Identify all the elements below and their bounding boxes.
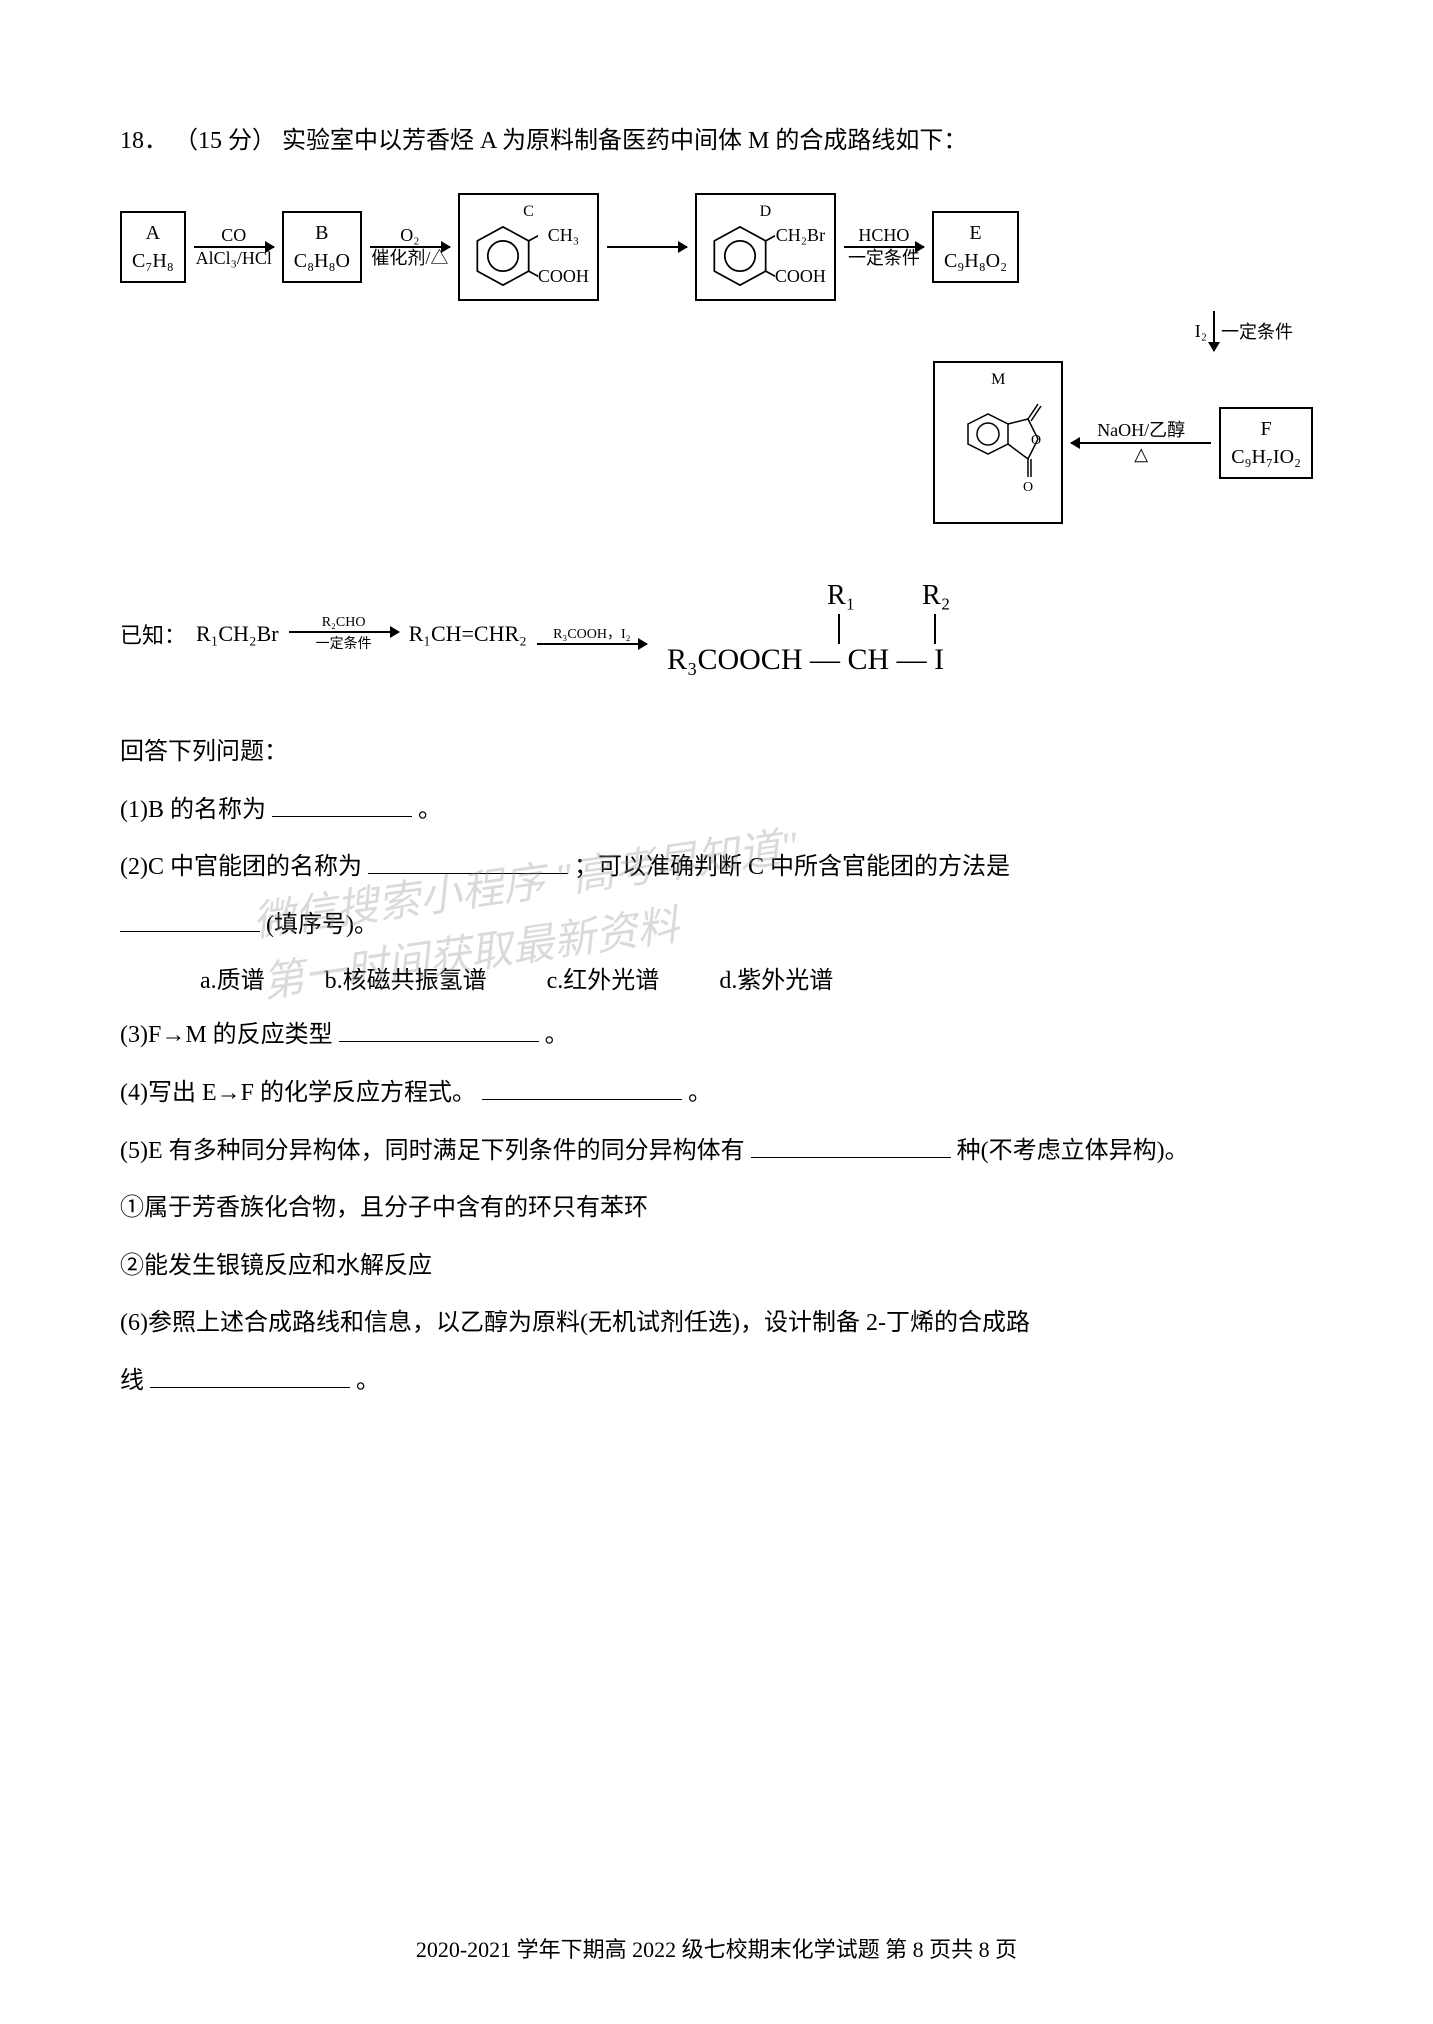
- question-5-cond1: ①属于芳香族化合物，且分子中含有的环只有苯环: [120, 1180, 1313, 1238]
- compound-c: C CH₃ COOH: [458, 193, 599, 301]
- down-arrow-icon: [1213, 311, 1215, 351]
- option-d: d.紫外光谱: [719, 955, 833, 1008]
- options-row: a.质谱 b.核磁共振氢谱 c.红外光谱 d.紫外光谱: [120, 955, 1313, 1008]
- known-info: 已知： R₁CH₂Br R₂CHO 一定条件 R₁CH=CHR₂ R₃COOH，…: [120, 574, 1313, 694]
- compound-d: D CH₂Br COOH: [695, 193, 836, 301]
- option-b: b.核磁共振氢谱: [325, 955, 487, 1008]
- compound-e: E C₉H₈O₂: [932, 211, 1019, 283]
- question-intro: 18． （15 分） 实验室中以芳香烃 A 为原料制备医药中间体 M 的合成路线…: [120, 120, 1313, 163]
- reaction-row-1: A C₇H₈ CO AlCl₃/HCl B C₈H₈O O₂ 催化剂/△ C: [120, 193, 1313, 301]
- product-formula: R₁ R₂ R₃COOCH — CH — I: [657, 574, 1077, 694]
- synthesis-diagram: A C₇H₈ CO AlCl₃/HCl B C₈H₈O O₂ 催化剂/△ C: [120, 193, 1313, 524]
- blank-q6: [150, 1364, 350, 1388]
- question-5-cond2: ②能发生银镜反应和水解反应: [120, 1238, 1313, 1296]
- questions-heading: 回答下列问题：: [120, 724, 1313, 782]
- svg-text:O: O: [1031, 433, 1041, 448]
- blank-q4: [482, 1076, 682, 1100]
- blank-q2b: [120, 908, 260, 932]
- question-number: 18．: [120, 128, 168, 154]
- option-c: c.红外光谱: [547, 955, 660, 1008]
- page-footer: 2020-2021 学年下期高 2022 级七校期末化学试题 第 8 页共 8 …: [0, 1932, 1433, 1964]
- svg-text:R₁: R₁: [827, 580, 855, 611]
- arrow-a-b: CO AlCl₃/HCl: [194, 222, 274, 272]
- known-arrow-2: R₃COOH，I₂: [537, 609, 647, 659]
- questions-section: 回答下列问题： (1)B 的名称为 。 (2)C 中官能团的名称为 ；可以准确判…: [120, 724, 1313, 1410]
- compound-m: M O O: [933, 361, 1063, 524]
- question-6b: 线 。: [120, 1353, 1313, 1411]
- arrow-d-e: HCHO 一定条件: [844, 222, 924, 272]
- question-3: (3)F→M 的反应类型 。: [120, 1007, 1313, 1065]
- svg-text:R₂: R₂: [922, 580, 950, 611]
- blank-q2a: [368, 850, 568, 874]
- svg-text:R₃COOCH — CH — I: R₃COOCH — CH — I: [667, 643, 944, 676]
- option-a: a.质谱: [200, 955, 265, 1008]
- reaction-row-2: M O O NaOH/乙醇 △ F C₉H₇IO₂: [120, 361, 1313, 524]
- compound-m-structure-icon: O O: [943, 389, 1053, 509]
- benzene-ring-icon: [705, 221, 775, 291]
- svg-text:O: O: [1023, 480, 1033, 495]
- question-points: （15 分）: [174, 128, 276, 154]
- compound-f: F C₉H₇IO₂: [1219, 407, 1313, 479]
- question-6a: (6)参照上述合成路线和信息，以乙醇为原料(无机试剂任选)，设计制备 2-丁烯的…: [120, 1295, 1313, 1353]
- compound-b: B C₈H₈O: [282, 211, 362, 283]
- known-arrow-1: R₂CHO 一定条件: [289, 609, 399, 659]
- question-text: 实验室中以芳香烃 A 为原料制备医药中间体 M 的合成路线如下：: [282, 128, 967, 154]
- arrow-b-c: O₂ 催化剂/△: [370, 222, 450, 272]
- blank-q1: [272, 793, 412, 817]
- blank-q5: [751, 1134, 951, 1158]
- question-4: (4)写出 E→F 的化学反应方程式。 。: [120, 1065, 1313, 1123]
- arrow-c-d: [607, 222, 687, 272]
- question-2-cont: (填序号)。: [120, 897, 1313, 955]
- vertical-arrow-container: I₂ 一定条件: [120, 311, 1313, 351]
- question-5: (5)E 有多种同分异构体，同时满足下列条件的同分异构体有 种(不考虑立体异构)…: [120, 1123, 1313, 1181]
- blank-q3: [339, 1018, 539, 1042]
- question-1: (1)B 的名称为 。: [120, 782, 1313, 840]
- question-2: (2)C 中官能团的名称为 ；可以准确判断 C 中所含官能团的方法是: [120, 839, 1313, 897]
- compound-a: A C₇H₈: [120, 211, 186, 283]
- benzene-ring-icon: [468, 221, 538, 291]
- arrow-f-m: NaOH/乙醇 △: [1071, 418, 1211, 468]
